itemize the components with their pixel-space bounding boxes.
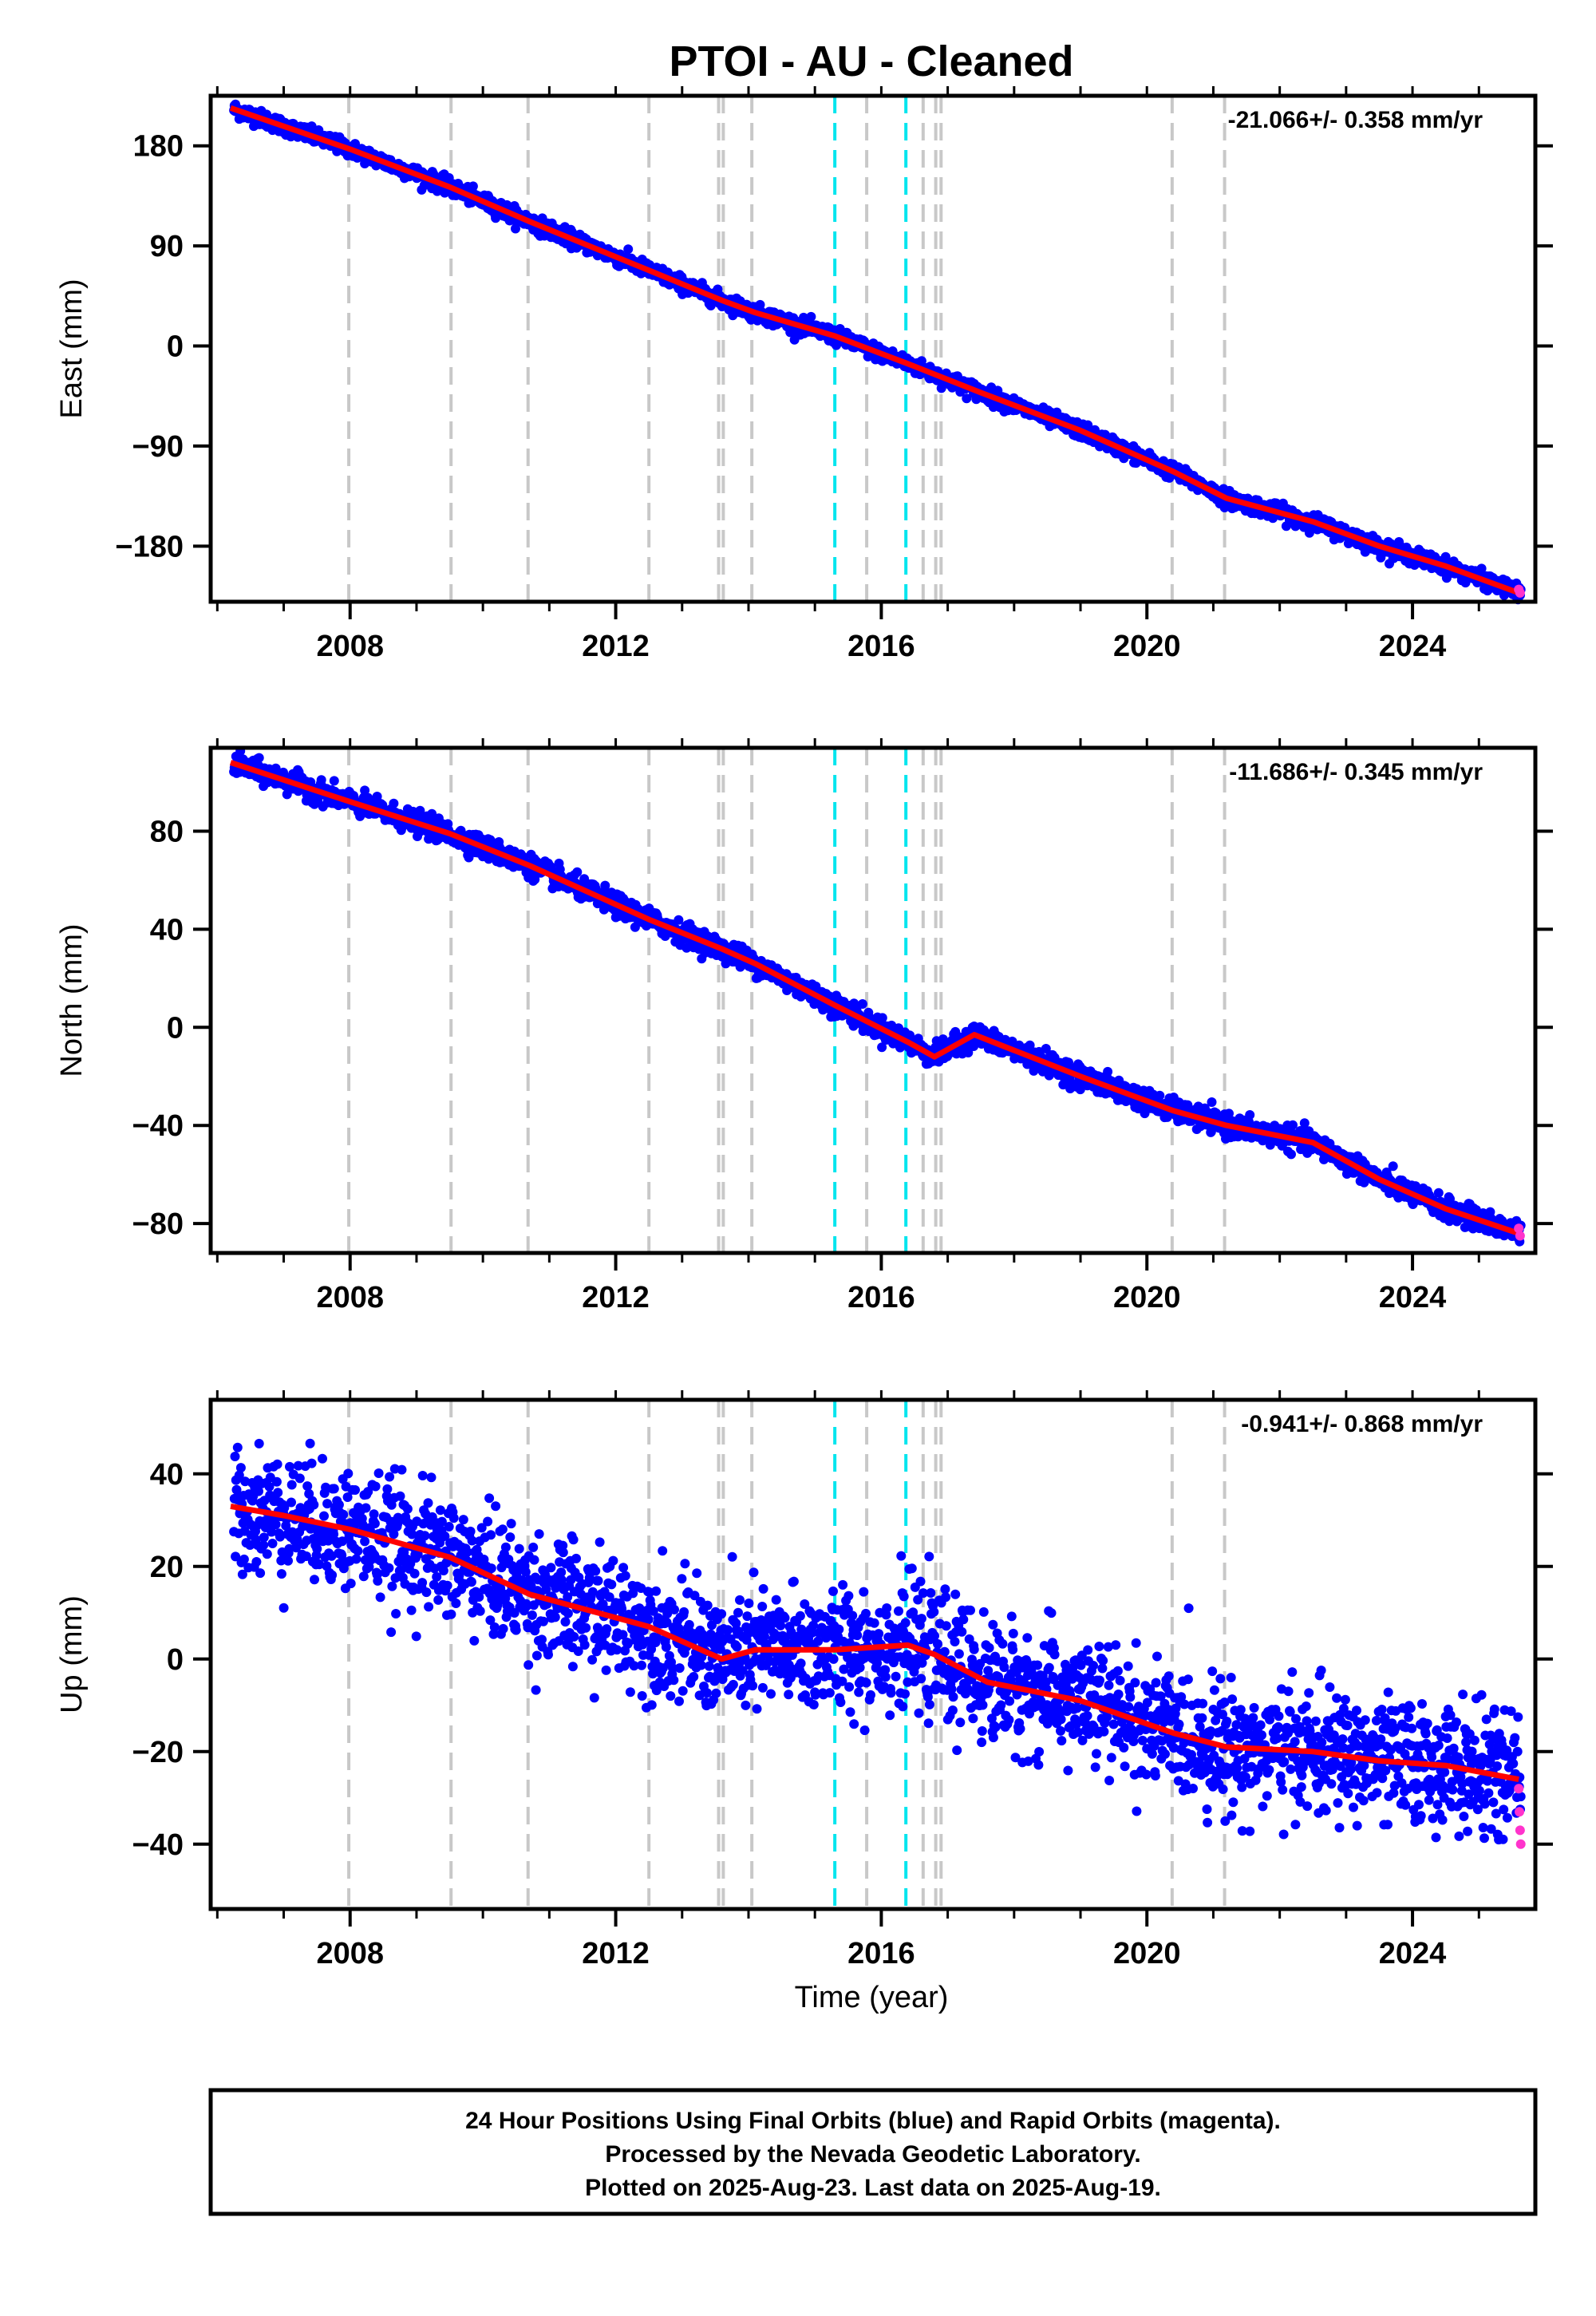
data-point bbox=[254, 753, 264, 763]
data-point bbox=[372, 792, 382, 801]
north-y-axis: −80 −40 0 40 80 bbox=[132, 815, 1553, 1241]
y-tick-label: 0 bbox=[167, 330, 184, 364]
x-tick-label: 2020 bbox=[1113, 630, 1181, 663]
x-tick-label: 2024 bbox=[1379, 1281, 1447, 1314]
north-event-lines bbox=[347, 748, 1227, 1253]
east-rapid-points bbox=[1514, 584, 1525, 598]
north-y-axis-label: North (mm) bbox=[55, 923, 89, 1077]
data-point bbox=[857, 999, 867, 1009]
data-point bbox=[1476, 563, 1487, 574]
north-panel: 2008 2012 2016 2020 2024 −80 −40 0 40 80 North (… bbox=[55, 738, 1553, 1314]
x-tick-label: 2020 bbox=[1113, 1281, 1181, 1314]
rapid-point bbox=[1515, 1231, 1525, 1241]
fit-line bbox=[229, 105, 1520, 596]
data-point bbox=[1288, 1120, 1298, 1130]
east-panel: 2008 2012 2016 2020 2024 −180 −90 0 90 180 East … bbox=[55, 86, 1553, 663]
east-y-axis: −180 −90 0 90 180 bbox=[115, 130, 1553, 563]
north-points bbox=[229, 746, 1526, 1247]
x-tick-label: 2008 bbox=[316, 1281, 384, 1314]
x-tick-label: 2024 bbox=[1379, 630, 1447, 663]
data-point bbox=[1207, 1097, 1217, 1107]
rapid-point bbox=[1515, 587, 1525, 598]
data-point bbox=[1245, 1110, 1255, 1120]
data-point bbox=[806, 311, 816, 322]
east-fit-line bbox=[229, 105, 1520, 596]
east-y-axis-label: East (mm) bbox=[55, 279, 89, 418]
data-point bbox=[1388, 1161, 1398, 1172]
data-point bbox=[329, 776, 339, 786]
east-x-axis: 2008 2012 2016 2020 2024 bbox=[215, 86, 1480, 663]
data-point bbox=[623, 244, 634, 255]
x-tick-label: 2012 bbox=[582, 1281, 650, 1314]
y-tick-label: 180 bbox=[133, 130, 184, 164]
x-tick-label: 2008 bbox=[316, 630, 384, 663]
data-point bbox=[1155, 1090, 1165, 1101]
east-event-lines bbox=[347, 96, 1227, 602]
y-tick-label: −90 bbox=[132, 430, 184, 464]
x-tick-label: 2016 bbox=[847, 630, 915, 663]
east-rate-label: -21.066+/- 0.358 mm/yr bbox=[1228, 107, 1483, 133]
y-tick-label: 80 bbox=[150, 815, 184, 848]
data-point bbox=[1286, 1149, 1296, 1160]
y-tick-label: 0 bbox=[167, 1011, 184, 1045]
chart-title: PTOI - AU - Cleaned bbox=[669, 38, 1073, 85]
y-tick-label: −80 bbox=[132, 1207, 184, 1241]
data-point bbox=[511, 223, 520, 234]
east-plot-frame bbox=[208, 93, 1538, 604]
y-tick-label: −180 bbox=[115, 530, 184, 563]
data-point bbox=[1433, 1188, 1444, 1198]
x-tick-label: 2016 bbox=[847, 1281, 915, 1314]
y-tick-label: −40 bbox=[132, 1109, 184, 1143]
y-tick-label: 90 bbox=[150, 230, 184, 263]
y-tick-label: 40 bbox=[150, 913, 184, 947]
data-point bbox=[306, 121, 317, 132]
x-tick-label: 2012 bbox=[582, 630, 650, 663]
data-point bbox=[389, 798, 399, 808]
data-point bbox=[468, 181, 478, 192]
data-point bbox=[572, 867, 583, 877]
data-point bbox=[962, 393, 972, 404]
data-point bbox=[415, 805, 425, 816]
data-point bbox=[360, 785, 370, 796]
data-point bbox=[1103, 1066, 1113, 1077]
north-rate-label: -11.686+/- 0.345 mm/yr bbox=[1229, 759, 1483, 785]
